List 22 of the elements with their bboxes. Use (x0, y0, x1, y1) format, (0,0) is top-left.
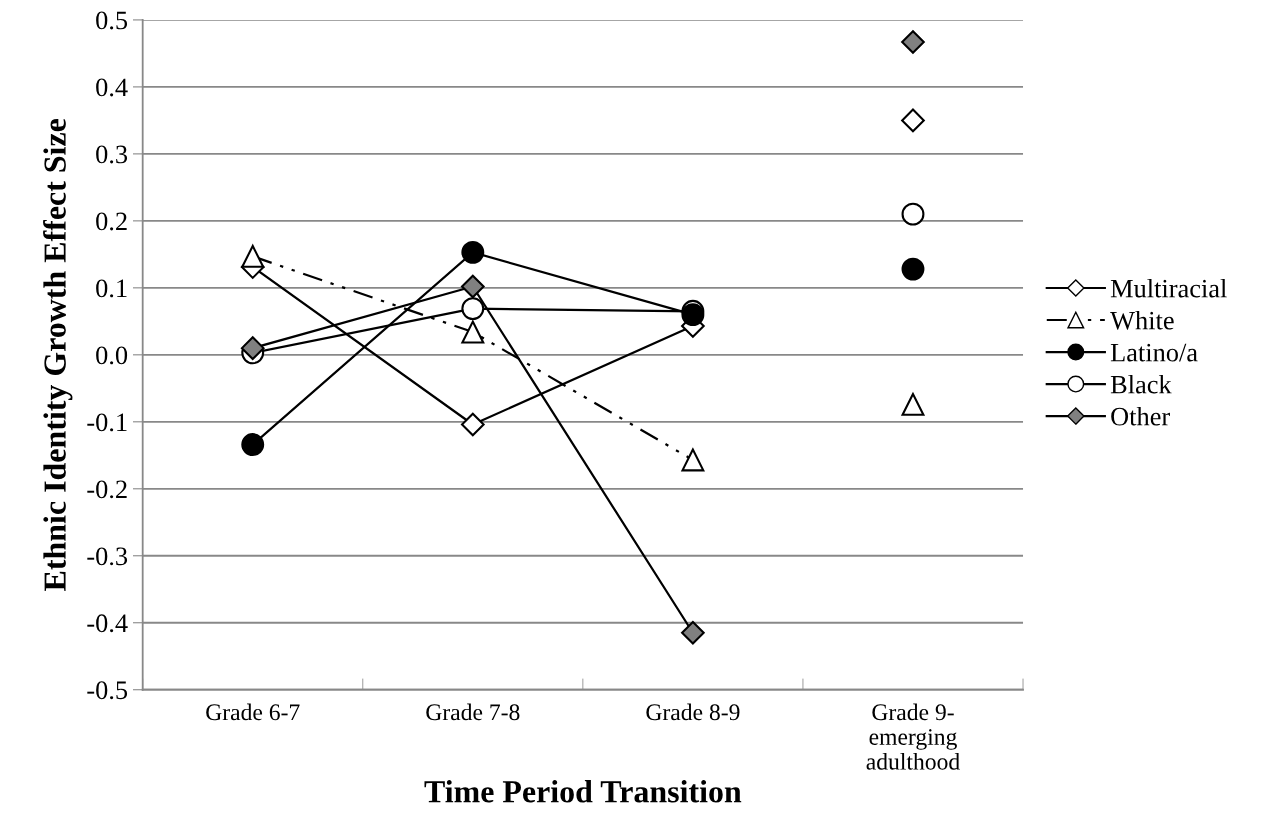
y-tick-label: -0.1 (87, 413, 127, 432)
legend-label: Black (1110, 374, 1172, 394)
x-tick-label: Grade 7-8 (426, 703, 520, 721)
y-tick-label: -0.4 (87, 614, 128, 633)
legend-label: Latino/a (1110, 343, 1198, 362)
y-tick-label: -0.2 (87, 480, 127, 499)
legend-label: White (1110, 310, 1174, 330)
y-tick-label: 0.2 (96, 212, 127, 231)
y-tick-label: 0.3 (96, 145, 128, 164)
legend-label: Other (1111, 406, 1170, 426)
y-tick-label: 0.1 (96, 279, 127, 298)
y-tick-label: 0.5 (96, 11, 128, 30)
y-tick-label: -0.5 (87, 681, 128, 700)
y-tick-label: 0.4 (96, 78, 128, 97)
y-axis-title: Ethnic Identity Growth Effect Size (43, 119, 73, 591)
x-tick-label: Grade 8-9 (646, 703, 740, 721)
y-tick-label: -0.3 (87, 547, 128, 566)
x-tick-label: Grade 9- emerging adulthood (866, 703, 960, 770)
x-axis-title: Time Period Transition (424, 780, 742, 803)
legend-label: Multiracial (1110, 278, 1227, 298)
y-tick-label: 0.0 (96, 346, 128, 365)
x-tick-label: Grade 6-7 (206, 703, 300, 721)
